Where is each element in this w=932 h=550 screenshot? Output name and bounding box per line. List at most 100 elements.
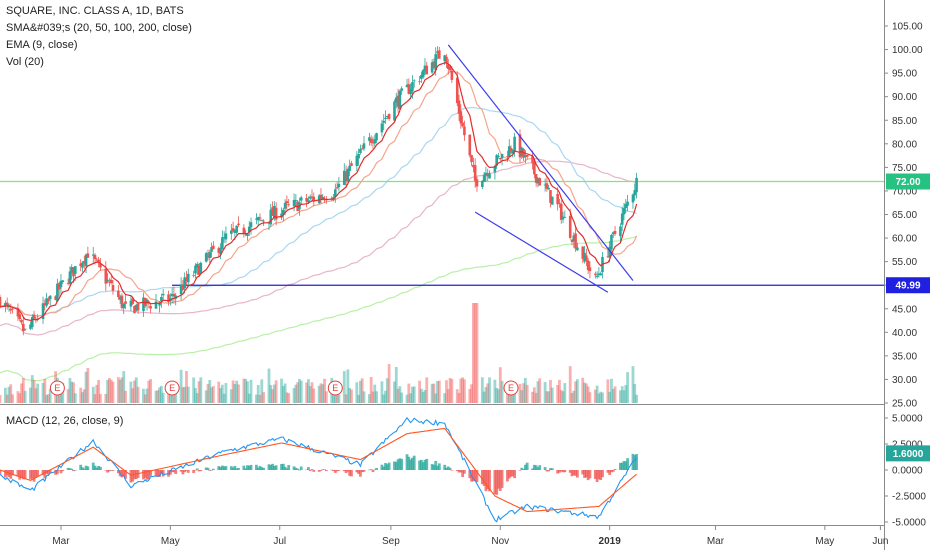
earnings-marker-icon[interactable] [49,380,65,396]
earnings-marker-icon[interactable] [503,380,519,396]
macd-histogram-bar [104,470,108,471]
macd-histogram-bar [342,470,346,472]
candle-body [294,199,298,201]
last-price-badge[interactable]: 72.00 [886,173,930,190]
macd-histogram-bar [179,470,183,472]
candle-body [122,303,126,309]
macd-histogram-bar [269,464,273,470]
volume-bar [97,379,101,403]
symbol-title[interactable]: SQUARE, INC. CLASS A, 1D, BATS [6,5,184,17]
volume-bar [145,388,149,403]
earnings-marker-icon[interactable] [327,380,343,396]
macd-histogram-bar [271,463,274,470]
macd-histogram-bar [538,465,542,470]
macd-histogram-bar [204,467,208,470]
macd-histogram-bar [11,470,14,476]
candle-body [518,134,522,158]
macd-legend[interactable]: MACD (12, 26, close, 9) [6,415,124,427]
volume-bar [154,390,158,403]
macd-histogram-bar [610,470,613,473]
sma-legend[interactable]: SMA&#039;s (20, 50, 100, 200, close) [6,22,192,34]
candle-body [160,297,163,302]
macd-histogram-bar [84,465,88,470]
volume-bar [281,386,285,403]
volume-bar [324,391,328,403]
volume-bar [400,392,404,403]
macd-axis[interactable]: 5.0000 2.5000 0.0000 -2.5000 -5.0000 [884,414,926,529]
volume-bar [256,384,260,403]
volume-bar [104,393,108,403]
candle-body [143,298,147,307]
price-tick-label: 75.00 [892,163,917,174]
support-level-badge[interactable]: 49.99 [886,277,930,294]
macd-histogram-bar [235,468,239,470]
candle-body [547,187,550,190]
volume-bar [18,393,22,403]
volume-bar [271,389,274,403]
macd-value-badge[interactable]: 1.6000 [886,445,930,462]
upper-trendline[interactable] [447,44,634,281]
volume-bar [247,393,251,403]
volume-legend[interactable]: Vol (20) [6,56,44,68]
macd-histogram-bar [611,470,615,472]
macd-histogram-bar [324,470,328,472]
candle-body [387,114,391,120]
macd-histogram-bar [597,470,601,480]
candle-body [400,88,403,91]
macd-histogram-bar [9,470,13,479]
ema-legend[interactable]: EMA (9, close) [6,39,78,51]
volume-bar [34,388,38,403]
volume-bar [73,393,77,403]
candle-body [210,247,213,252]
macd-histogram-bar [518,470,522,471]
candle-body [443,55,446,62]
macd-histogram-bar [398,458,402,470]
candle-body [181,285,185,290]
volume-bar [323,378,326,403]
candle-body [511,150,515,154]
candle-body [558,202,561,204]
volume-bar [471,303,475,403]
volume-bar [93,394,97,403]
candle-body [335,187,339,189]
volume-bar [425,377,429,403]
macd-histogram-bar [622,461,626,470]
volume-bar [199,377,203,403]
macd-value-badge-label: 1.6000 [893,449,924,460]
earnings-marker-icon[interactable] [164,380,180,396]
candle-body [570,239,574,242]
volume-bar [411,386,414,403]
candle-body [357,153,360,159]
candle-body [23,328,27,330]
macd-histogram-bar [197,470,201,472]
volume-bar [611,388,615,403]
candle-body [463,126,466,136]
last-price-badge-bg [886,173,930,190]
macd-tick-label: 2.5000 [892,440,923,451]
volume-bar [143,394,147,403]
price-axis[interactable]: 105.00 100.00 95.00 90.00 85.00 80.00 75.00 70.… [884,22,923,410]
candle-body [430,62,434,73]
volume-bar [423,390,427,403]
candle-body [32,314,36,319]
candle-body [436,51,439,54]
macd-histogram-bar [305,469,309,471]
time-axis[interactable]: Mar May Jul Sep Nov 2019 Mar May Jun [52,526,888,547]
volume-bar [547,391,551,403]
candle-body [74,266,77,274]
volume-bar [509,394,513,403]
lower-trendline[interactable] [474,211,609,293]
volume-bar [192,377,196,403]
macd-histogram-bar [344,470,348,474]
price-tick-label: 45.00 [892,304,917,315]
macd-histogram-bar [513,470,517,479]
candle-body [5,302,9,305]
candle-body [172,293,176,297]
candle-body [82,261,86,264]
macd-histogram-bar [59,470,63,474]
candle-body [174,295,178,299]
macd-histogram-bar [229,466,233,470]
